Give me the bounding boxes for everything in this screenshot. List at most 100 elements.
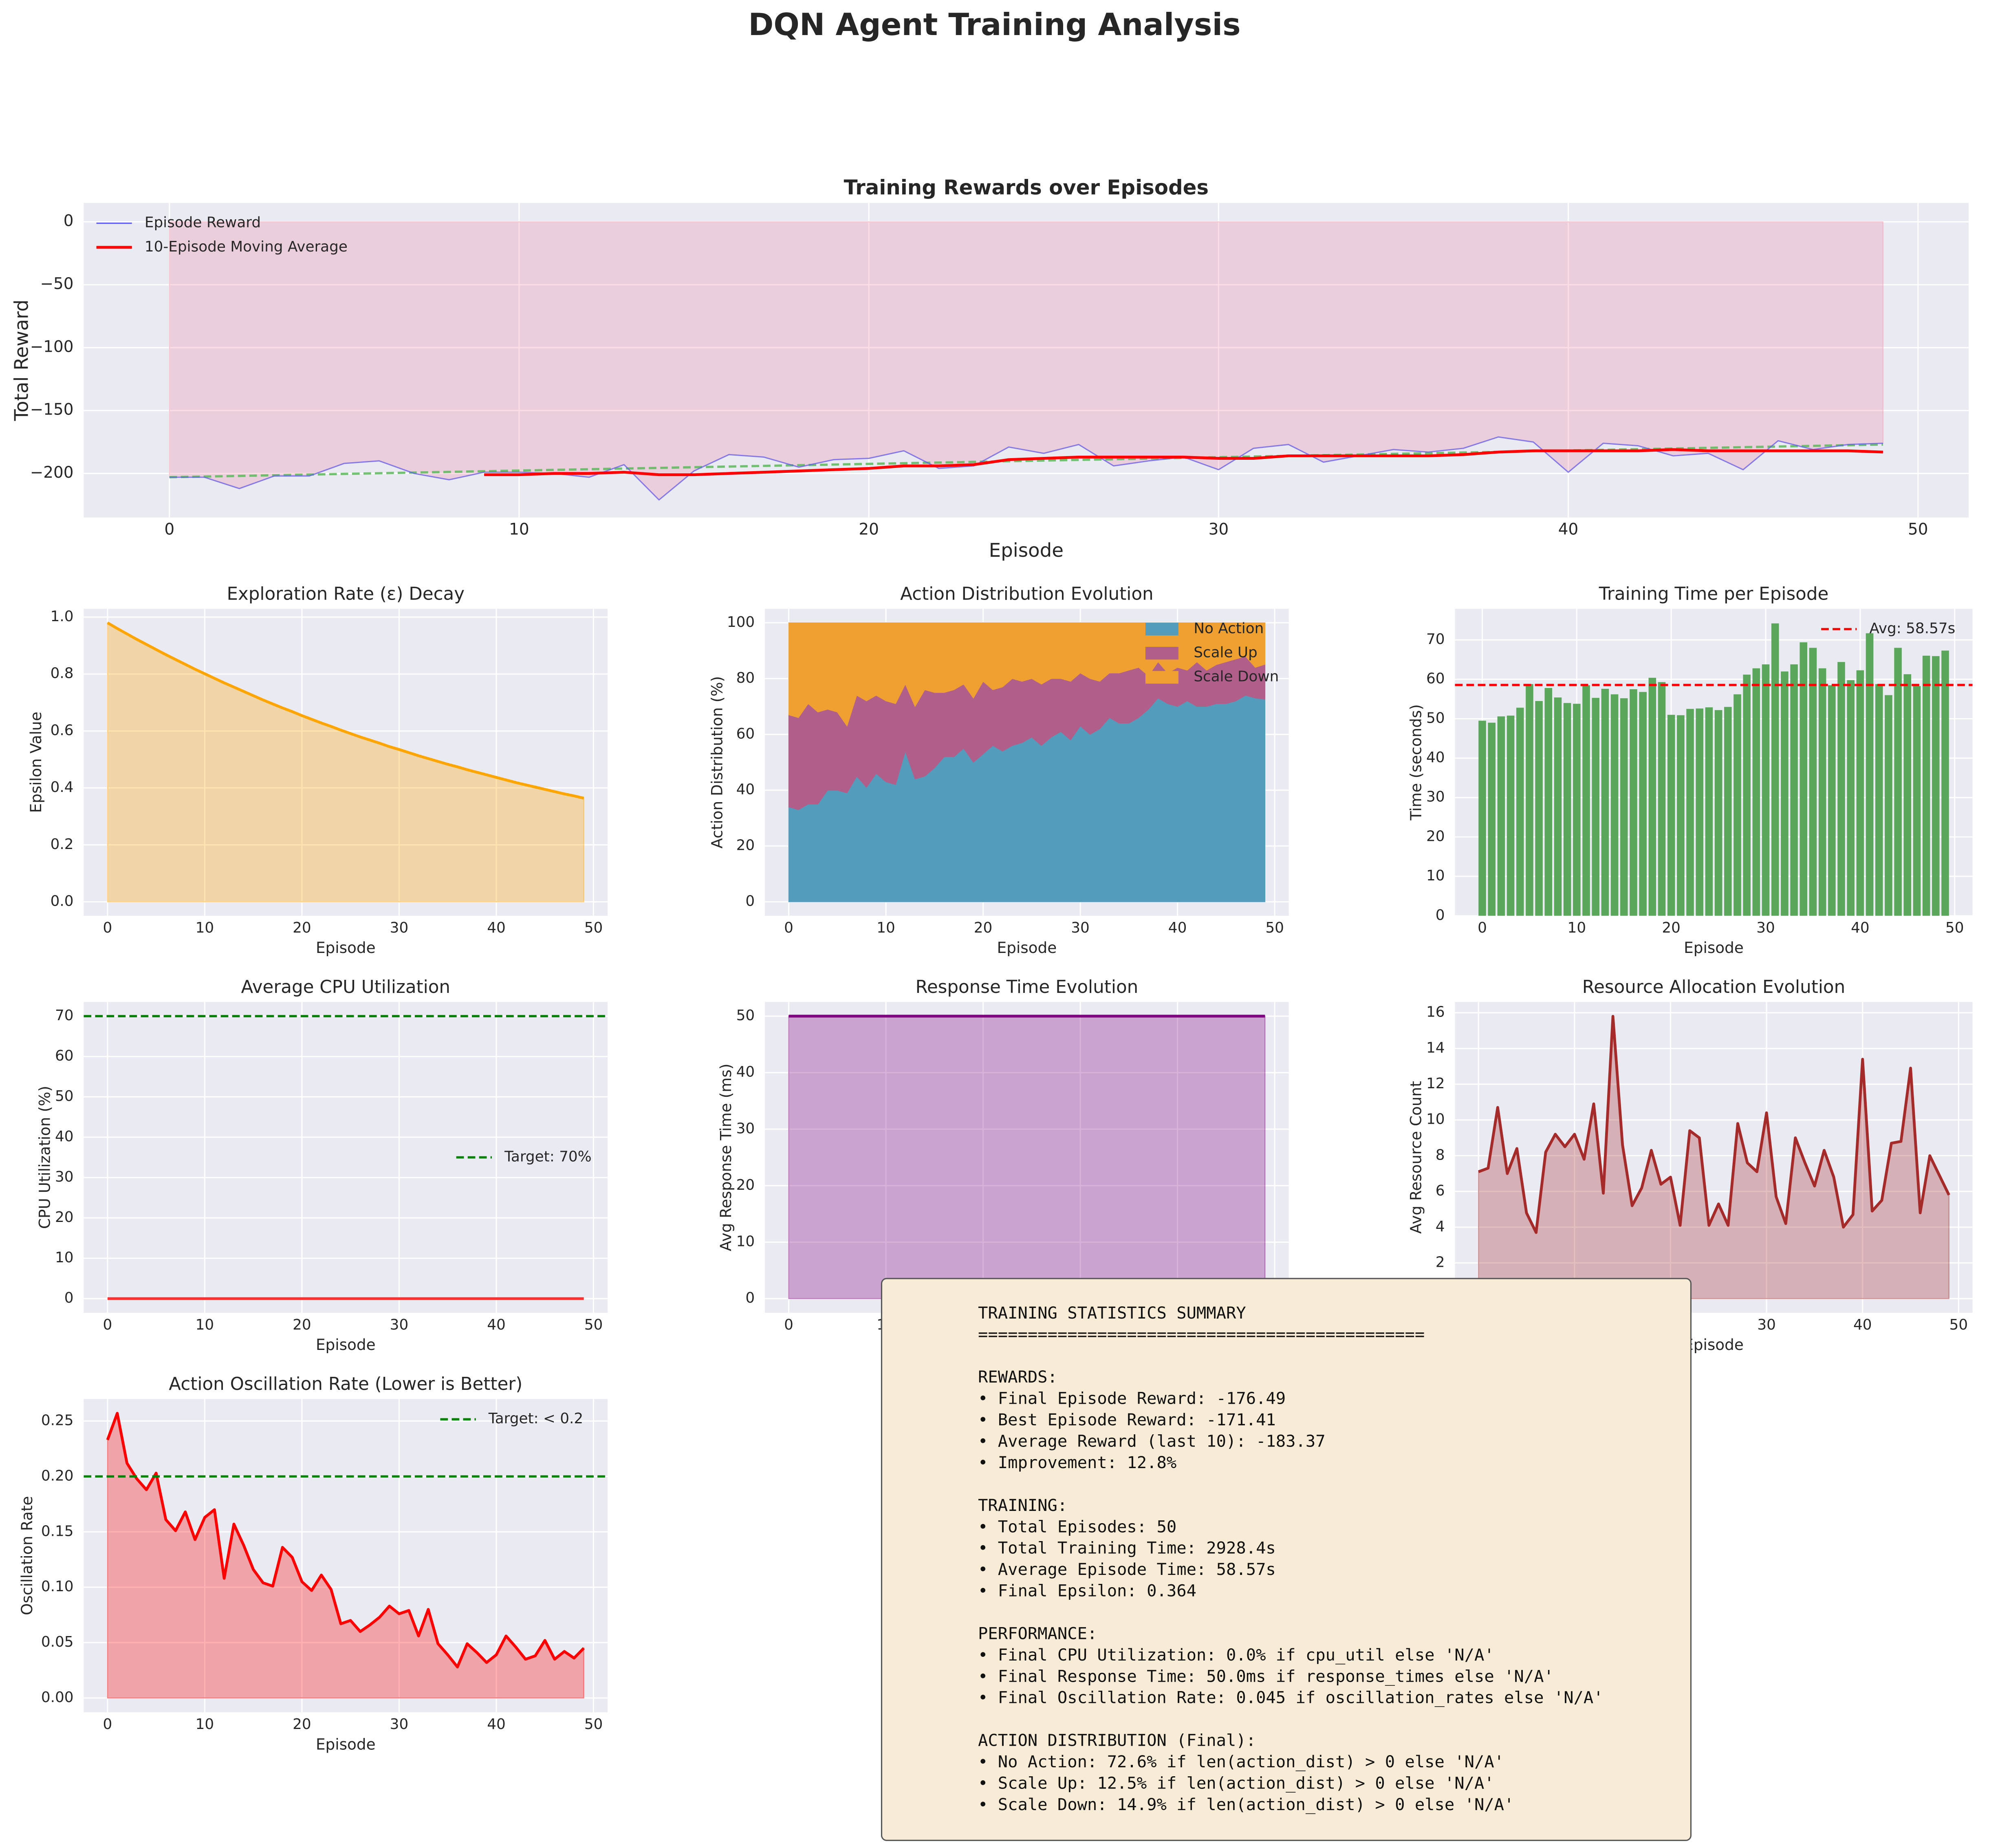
y-tick-label: 1.0 (51, 608, 74, 625)
y-tick-label: 40 (55, 1128, 74, 1145)
y-tick-label: 60 (55, 1047, 74, 1064)
bar (1809, 648, 1817, 916)
y-tick-label: 0 (64, 1290, 74, 1306)
x-tick-label: 0 (1478, 920, 1487, 936)
legend-label: Avg: 58.57s (1869, 620, 1955, 637)
y-tick-label: 60 (736, 726, 755, 742)
subplot-title: Resource Allocation Evolution (1582, 977, 1845, 997)
subplot-title: Average CPU Utilization (241, 977, 451, 997)
bar (1762, 664, 1770, 916)
bar (1639, 692, 1647, 916)
x-tick-label: 40 (1168, 920, 1187, 936)
bar (1875, 684, 1883, 916)
bar (1478, 721, 1486, 916)
bar (1535, 701, 1543, 916)
y-tick-label: 40 (736, 1064, 755, 1081)
bar (1733, 694, 1741, 916)
y-tick-label: 14 (1426, 1039, 1445, 1056)
x-tick-label: 50 (1908, 520, 1928, 538)
y-tick-label: 10 (55, 1249, 74, 1266)
bar (1818, 668, 1826, 916)
x-tick-label: 0 (103, 1317, 112, 1333)
plot-background (765, 1002, 1289, 1313)
bar (1922, 655, 1930, 916)
summary-item: • Final Response Time: 50.0ms if respons… (978, 1666, 1554, 1686)
subplot-title: Action Distribution Evolution (900, 584, 1153, 604)
y-axis-label: Oscillation Rate (18, 1496, 36, 1615)
summary-item: • Best Episode Reward: -171.41 (978, 1410, 1276, 1429)
x-tick-label: 50 (1949, 1317, 1968, 1333)
x-tick-label: 40 (1558, 520, 1579, 538)
bar (1573, 703, 1581, 916)
x-tick-label: 20 (293, 1317, 311, 1333)
series-line (107, 621, 584, 800)
summary-item: • Average Reward (last 10): -183.37 (978, 1431, 1326, 1451)
y-tick-label: 6 (1436, 1182, 1445, 1199)
y-tick-label: 100 (727, 614, 755, 631)
legend-swatch (1145, 671, 1178, 684)
x-tick-label: 50 (1265, 920, 1284, 936)
bar (1667, 715, 1675, 916)
x-tick-label: 40 (1851, 920, 1870, 936)
bar (1913, 686, 1921, 916)
y-axis-label: Epsilon Value (27, 712, 45, 813)
y-tick-label: 12 (1426, 1075, 1445, 1092)
y-axis-label: Total Reward (11, 300, 33, 421)
y-tick-label: 70 (1426, 631, 1445, 648)
series-line (169, 436, 1883, 501)
bar (1592, 698, 1599, 916)
x-tick-label: 40 (487, 1716, 506, 1733)
x-tick-label: 50 (584, 1317, 603, 1333)
x-axis-label: Episode (1684, 939, 1744, 957)
series-line (106, 1412, 585, 1669)
y-axis-label: Action Distribution (%) (708, 676, 726, 849)
y-tick-label: 40 (1426, 749, 1445, 766)
x-tick-label: 30 (1071, 920, 1090, 936)
x-tick-label: 30 (390, 920, 409, 936)
x-tick-label: 0 (784, 1317, 793, 1333)
x-tick-label: 0 (103, 1716, 112, 1733)
y-tick-label: 10 (1426, 867, 1445, 884)
bar (1610, 694, 1619, 916)
y-tick-label: 0.4 (51, 779, 74, 796)
summary-item: • Total Episodes: 50 (978, 1517, 1176, 1536)
x-tick-label: 40 (1853, 1317, 1872, 1333)
bar (1932, 656, 1940, 916)
y-tick-label: 4 (1436, 1218, 1445, 1235)
bar (1488, 723, 1496, 916)
bar (1771, 623, 1779, 916)
series-line (1478, 1015, 1950, 1234)
summary-heading: TRAINING STATISTICS SUMMARY (978, 1303, 1246, 1323)
y-tick-label: 0 (745, 1290, 755, 1306)
bar (1847, 680, 1855, 916)
y-tick-label: 70 (55, 1007, 74, 1024)
summary-item: • Final CPU Utilization: 0.0% if cpu_uti… (978, 1645, 1494, 1665)
y-tick-label: 0 (745, 893, 755, 910)
bar (1648, 677, 1656, 916)
x-axis-label: Episode (989, 540, 1064, 562)
x-tick-label: 10 (509, 520, 529, 538)
bar (1582, 685, 1590, 916)
y-tick-label: 20 (736, 1177, 755, 1193)
summary-item: • Average Episode Time: 58.57s (978, 1559, 1276, 1579)
plot-background (1455, 1002, 1973, 1313)
bar (1885, 695, 1892, 916)
legend-swatch (1145, 622, 1178, 636)
x-tick-label: 10 (877, 920, 895, 936)
bar (1856, 670, 1864, 916)
x-tick-label: 30 (390, 1317, 409, 1333)
area-fill (788, 1015, 1266, 1299)
legend-label: Scale Up (1194, 644, 1258, 661)
y-tick-label: 0 (64, 212, 74, 230)
bar (1705, 707, 1713, 916)
y-tick-label: 80 (736, 670, 755, 686)
y-tick-label: 20 (736, 837, 755, 854)
series-line (484, 448, 1883, 476)
x-tick-label: 0 (164, 520, 174, 538)
summary-item: • Final Oscillation Rate: 0.045 if oscil… (978, 1688, 1604, 1707)
bar (1554, 697, 1562, 916)
y-tick-label: 0.20 (41, 1467, 74, 1484)
x-tick-label: 50 (584, 1716, 603, 1733)
summary-item: • Scale Down: 14.9% if len(action_dist) … (978, 1795, 1514, 1814)
